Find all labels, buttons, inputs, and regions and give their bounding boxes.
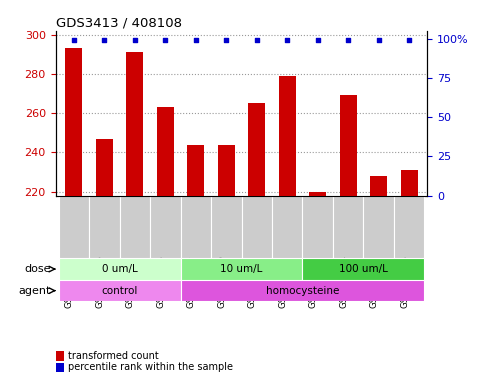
- Text: GSM240534: GSM240534: [339, 255, 348, 308]
- Text: GSM240535: GSM240535: [369, 255, 379, 308]
- Text: 0 um/L: 0 um/L: [102, 264, 138, 274]
- Text: GSM240530: GSM240530: [217, 255, 226, 308]
- Bar: [181, 280, 425, 301]
- Text: control: control: [101, 286, 138, 296]
- Bar: [248, 103, 265, 195]
- Bar: [66, 48, 82, 195]
- Point: [222, 37, 230, 43]
- Bar: [302, 195, 333, 258]
- Bar: [58, 280, 181, 301]
- Text: GSM240529: GSM240529: [187, 255, 196, 308]
- Bar: [333, 195, 363, 258]
- Bar: [89, 195, 120, 258]
- Text: GSM240527: GSM240527: [126, 255, 135, 308]
- Bar: [181, 258, 302, 280]
- Bar: [58, 258, 181, 280]
- Bar: [340, 96, 356, 195]
- Point: [192, 37, 199, 43]
- Point: [375, 37, 383, 43]
- Point: [100, 37, 108, 43]
- Text: dose: dose: [25, 264, 51, 274]
- Point: [131, 37, 139, 43]
- Text: GSM240528: GSM240528: [156, 255, 165, 308]
- Text: GDS3413 / 408108: GDS3413 / 408108: [56, 17, 182, 30]
- Bar: [279, 76, 296, 195]
- Text: 100 um/L: 100 um/L: [339, 264, 388, 274]
- Text: percentile rank within the sample: percentile rank within the sample: [68, 362, 233, 372]
- Bar: [401, 170, 417, 195]
- Bar: [363, 195, 394, 258]
- Point: [284, 37, 291, 43]
- Point: [161, 37, 169, 43]
- Text: agent: agent: [19, 286, 51, 296]
- Text: GSM240532: GSM240532: [278, 255, 287, 308]
- Bar: [127, 52, 143, 195]
- Text: GSM240525: GSM240525: [65, 255, 74, 308]
- Text: GSM240848: GSM240848: [400, 255, 409, 308]
- Bar: [181, 195, 211, 258]
- Bar: [58, 195, 89, 258]
- Bar: [187, 144, 204, 195]
- Point: [70, 37, 78, 43]
- Text: homocysteine: homocysteine: [266, 286, 339, 296]
- Text: GSM240533: GSM240533: [309, 255, 318, 308]
- Point: [405, 37, 413, 43]
- Text: transformed count: transformed count: [68, 351, 158, 361]
- Bar: [150, 195, 181, 258]
- Bar: [370, 176, 387, 195]
- Text: 10 um/L: 10 um/L: [220, 264, 263, 274]
- Bar: [211, 195, 242, 258]
- Bar: [272, 195, 302, 258]
- Text: GSM240526: GSM240526: [95, 255, 104, 308]
- Bar: [302, 258, 425, 280]
- Point: [253, 37, 261, 43]
- Bar: [242, 195, 272, 258]
- Text: GSM240531: GSM240531: [248, 255, 257, 308]
- Bar: [96, 139, 113, 195]
- Bar: [394, 195, 425, 258]
- Bar: [218, 144, 235, 195]
- Bar: [157, 107, 174, 195]
- Bar: [309, 192, 326, 195]
- Bar: [120, 195, 150, 258]
- Point: [314, 37, 322, 43]
- Point: [344, 37, 352, 43]
